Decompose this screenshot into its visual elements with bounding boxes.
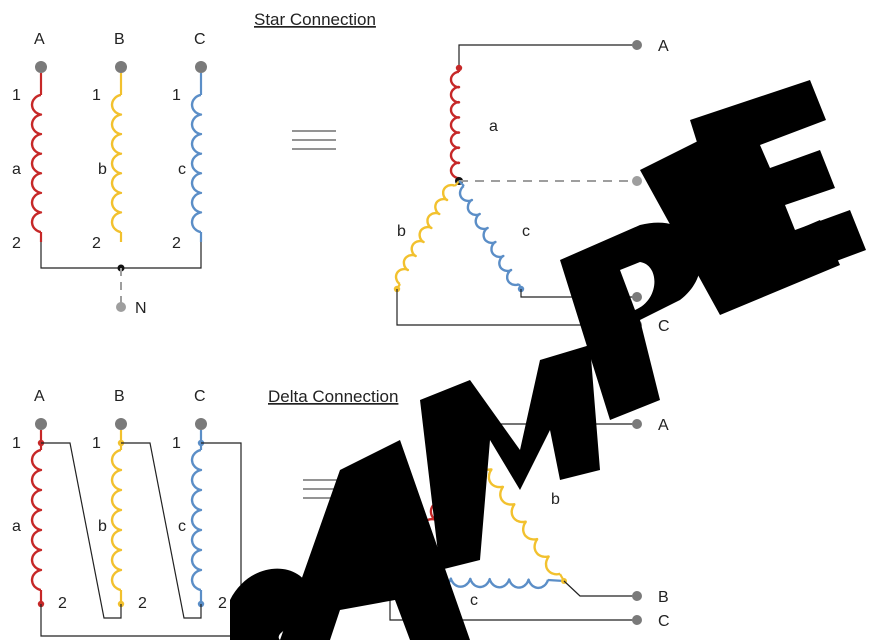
delta-coil-c-label: c <box>178 518 186 535</box>
delta-output-label-a: A <box>658 417 669 434</box>
delta-coil-a-end1-label: 1 <box>12 435 21 452</box>
star-right-coil-c <box>458 180 525 293</box>
watermark-letter-p <box>560 222 701 420</box>
delta-phase-label-b: B <box>114 388 125 405</box>
coil-winding <box>30 93 43 234</box>
delta-output-label-b: B <box>658 589 669 606</box>
delta-coil-c <box>190 430 205 608</box>
delta-coil-c-end1-label: 1 <box>172 435 181 452</box>
star-coil-b <box>110 73 123 242</box>
coil-winding <box>190 448 203 592</box>
delta-output-terminal-b <box>632 591 642 601</box>
delta-output-label-c: C <box>658 613 670 630</box>
delta-phase-label-a: A <box>34 388 45 405</box>
coil-winding <box>110 448 123 592</box>
star-line-a <box>458 44 637 68</box>
star-phase-label-b: B <box>114 31 125 48</box>
delta-coil-a <box>30 430 45 608</box>
coil-winding <box>30 448 43 592</box>
coil-winding <box>449 70 461 180</box>
star-output-terminal-a <box>632 40 642 50</box>
delta-coil-b <box>110 430 125 608</box>
star-coil-b-end2-label: 2 <box>92 235 101 252</box>
star-right-coil-a <box>449 64 463 181</box>
star-output-terminal-n <box>632 176 642 186</box>
coil-winding <box>110 93 123 234</box>
delta-link-b1-c2 <box>121 442 202 619</box>
star-neutral-label: N <box>135 300 147 317</box>
delta-coil-a-end2-label: 2 <box>58 595 67 612</box>
delta-connection-panel: Delta Connection A B C 1 1 1 a b c 2 2 2 <box>12 387 670 637</box>
delta-coil-b-end2-label: 2 <box>138 595 147 612</box>
delta-coil-a-label: a <box>12 518 21 535</box>
star-connection-panel: Star Connection A B C 1 1 1 a b c 2 2 2 … <box>12 10 670 335</box>
delta-line-b <box>563 580 637 597</box>
watermark-letter-e <box>690 80 866 295</box>
star-output-label-a: A <box>658 38 669 55</box>
delta-right-coil-b-label: b <box>551 491 560 508</box>
star-right-coil-b-label: b <box>397 223 406 240</box>
delta-coil-b-end1-label: 1 <box>92 435 101 452</box>
star-coil-a-end1-label: 1 <box>12 87 21 104</box>
delta-connection-title: Delta Connection <box>268 387 398 406</box>
star-connection-title: Star Connection <box>254 10 376 29</box>
delta-output-terminal-c <box>632 615 642 625</box>
star-output-label-c: C <box>658 318 670 335</box>
star-line-c <box>396 289 637 326</box>
delta-coil-c-end2-label: 2 <box>218 595 227 612</box>
delta-coil-b-label: b <box>98 518 107 535</box>
star-coil-c-label: c <box>178 161 186 178</box>
delta-terminal-c <box>195 418 207 430</box>
star-phase-label-c: C <box>194 31 206 48</box>
star-right-coil-c-label: c <box>522 223 530 240</box>
star-terminal-a <box>35 61 47 73</box>
star-coil-c <box>190 73 203 242</box>
star-terminal-b <box>115 61 127 73</box>
star-coil-a-label: a <box>12 161 21 178</box>
delta-phase-label-c: C <box>194 388 206 405</box>
star-coil-c-end2-label: 2 <box>172 235 181 252</box>
star-coil-a <box>30 73 43 242</box>
delta-terminal-b <box>115 418 127 430</box>
star-terminal-c <box>195 61 207 73</box>
star-coil-b-label: b <box>98 161 107 178</box>
coil-winding <box>190 93 203 234</box>
star-coil-a-end2-label: 2 <box>12 235 21 252</box>
star-coil-c-end1-label: 1 <box>172 87 181 104</box>
delta-terminal-a <box>35 418 47 430</box>
watermark-letter-m <box>420 345 600 570</box>
coil-winding <box>458 184 521 287</box>
delta-right-coil-c-label: c <box>470 592 478 609</box>
star-output-terminal-b <box>632 292 642 302</box>
sample-watermark <box>230 80 866 640</box>
delta-output-terminal-a <box>632 419 642 429</box>
star-neutral-terminal <box>116 302 126 312</box>
star-right-coil-a-label: a <box>489 118 498 135</box>
coil-winding <box>476 451 561 576</box>
watermark-letter-a <box>280 440 470 640</box>
coil-winding <box>394 183 457 286</box>
star-phase-label-a: A <box>34 31 45 48</box>
delta-link-a1-b2 <box>41 442 122 619</box>
star-coil-b-end1-label: 1 <box>92 87 101 104</box>
coil-end1-dot <box>455 64 463 72</box>
star-equivalence-sign <box>292 130 336 150</box>
